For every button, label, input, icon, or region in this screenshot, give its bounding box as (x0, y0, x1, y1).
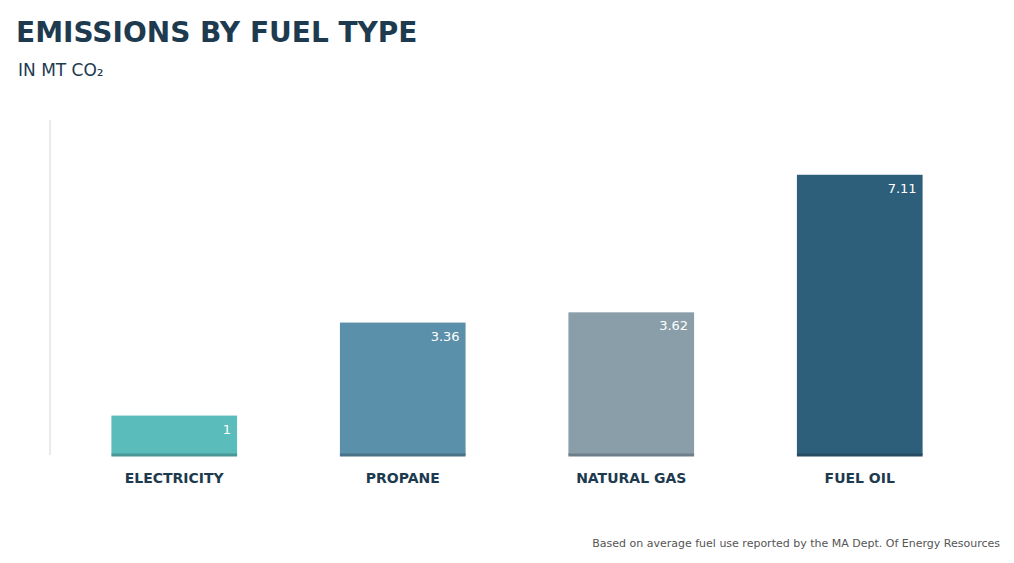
bar-baseline (797, 454, 923, 457)
bars (111, 175, 922, 455)
category-label: FUEL OIL (825, 470, 895, 486)
chart-container: EMISSIONS BY FUEL TYPE IN MT CO₂ 1 ELECTRIC… (0, 0, 1014, 563)
data-label: 3.36 (431, 329, 460, 344)
bar (111, 416, 237, 455)
bar (340, 323, 466, 455)
bar (797, 175, 923, 455)
subtitle: IN MT CO₂ (18, 60, 104, 80)
footnote: Based on average fuel use reported by th… (592, 537, 1000, 550)
bar-baseline (111, 454, 237, 457)
category-label: NATURAL GAS (576, 470, 686, 486)
bar-baseline (340, 454, 466, 457)
data-label: 3.62 (659, 318, 688, 333)
category-label: ELECTRICITY (125, 470, 225, 486)
bar-baseline (568, 454, 694, 457)
title: EMISSIONS BY FUEL TYPE (16, 16, 418, 49)
y-axis-line (50, 120, 51, 455)
labels: 1 ELECTRICITY 3.36 PROPANE 3.62 NATURAL GAS 7.… (125, 181, 917, 486)
chart-svg: EMISSIONS BY FUEL TYPE IN MT CO₂ 1 ELECTRIC… (0, 0, 1014, 563)
category-label: PROPANE (366, 470, 440, 486)
data-label: 1 (223, 422, 231, 437)
data-label: 7.11 (888, 181, 917, 196)
bar (568, 312, 694, 455)
